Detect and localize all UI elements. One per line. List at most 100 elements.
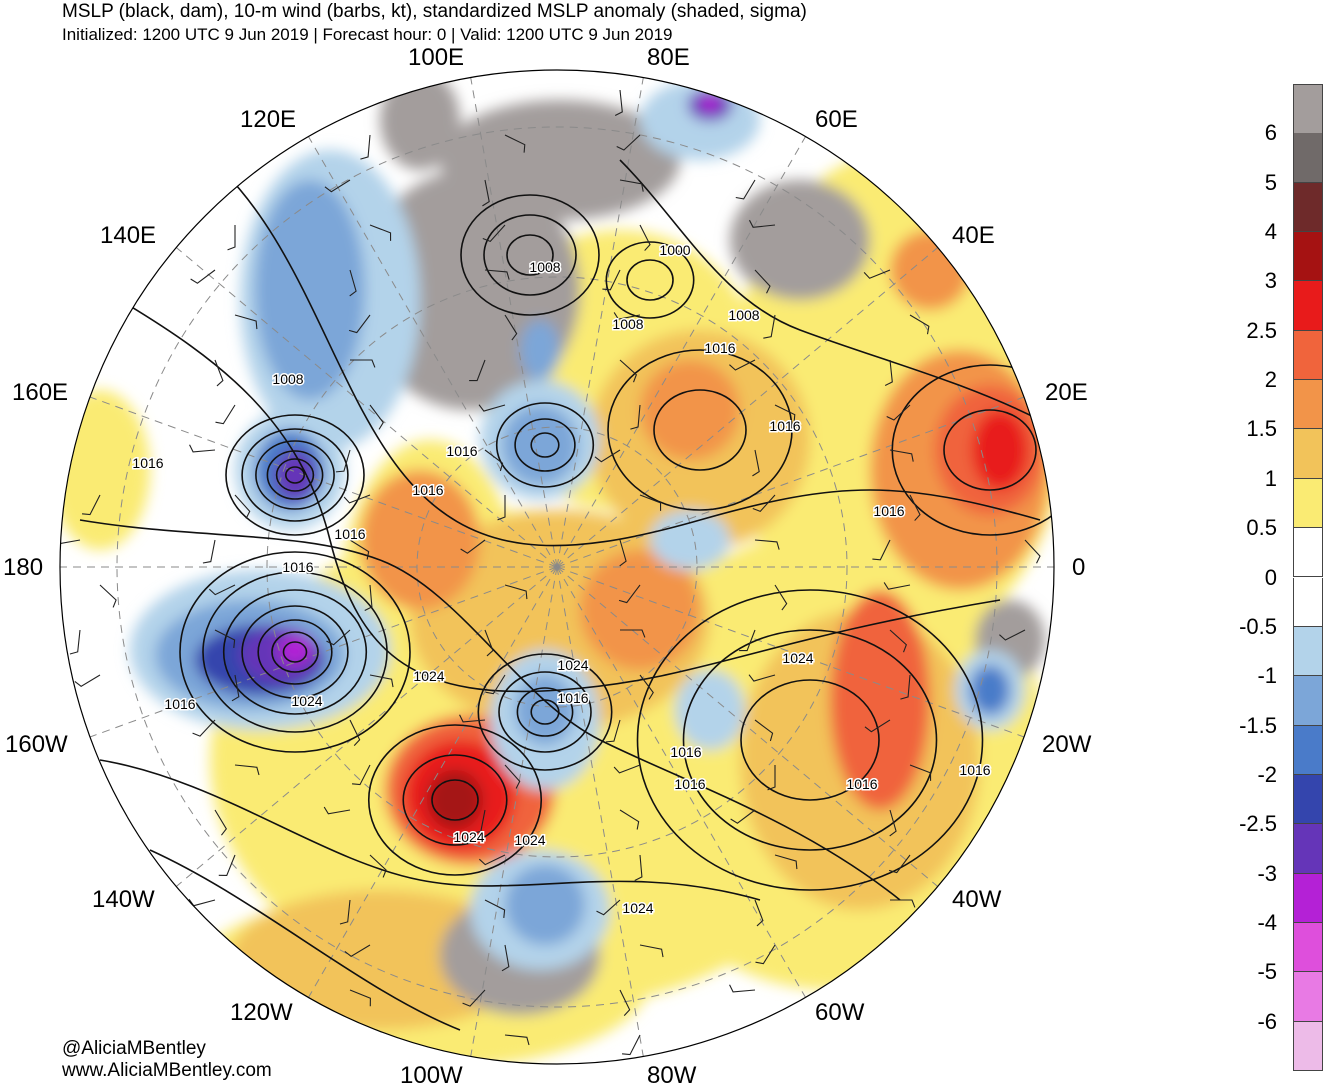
wind-barb (619, 989, 631, 1017)
colorbar-label: -1 (1257, 663, 1277, 689)
isobar (179, 551, 411, 753)
isobar (257, 619, 333, 685)
wind-barb (504, 764, 521, 789)
isobar-label: 1024 (413, 668, 444, 684)
wind-barb (324, 179, 351, 193)
wind-barb (748, 674, 776, 682)
colorbar-label: 3 (1264, 268, 1277, 294)
colorbar-label: -4 (1257, 909, 1277, 935)
anomaly-region (580, 550, 700, 670)
longitude-label: 160E (12, 379, 69, 406)
isobar-label: 1016 (164, 696, 195, 712)
wind-barb (192, 719, 216, 737)
longitude-label: 80E (647, 44, 690, 71)
colorbar-label: -2 (1257, 761, 1277, 787)
wind-barb (234, 494, 251, 519)
longitude-label: 60E (815, 106, 858, 133)
wind-barb (729, 359, 756, 371)
colorbar-label: 2 (1264, 367, 1277, 393)
wind-barb (349, 989, 371, 1007)
colorbar-swatch (1293, 824, 1323, 874)
isobar-label: 1024 (291, 693, 322, 709)
wind-barb (459, 714, 486, 723)
wind-barb (326, 629, 351, 646)
wind-barb (469, 359, 486, 382)
isobar (483, 214, 577, 296)
colorbar-swatch (1293, 577, 1323, 627)
wind-barb (350, 359, 376, 368)
anomaly-region (255, 180, 365, 400)
isobar (495, 402, 595, 488)
wind-barb (214, 629, 236, 649)
anomaly-region (970, 665, 1010, 715)
isobar-label: 1016 (674, 776, 705, 792)
colorbar-swatch (1293, 972, 1323, 1022)
colorbar-swatch (1293, 182, 1323, 233)
wind-barb (349, 719, 361, 747)
colorbar-label: -3 (1257, 860, 1277, 886)
longitude-label: 40E (952, 222, 995, 249)
wind-barb (504, 314, 518, 341)
longitude-label: 160W (5, 731, 68, 758)
colorbar-label: -0.5 (1239, 613, 1277, 639)
isobar-label: 1016 (704, 340, 735, 356)
wind-barb (735, 179, 756, 200)
colorbar-swatch (1293, 429, 1323, 479)
anomaly-region (520, 320, 560, 380)
wind-barb (462, 989, 486, 1007)
colorbar-label: -2.5 (1239, 811, 1277, 837)
isobar (275, 458, 315, 492)
wind-barb (484, 899, 506, 919)
wind-barb (497, 495, 506, 521)
isobar-label: 1016 (873, 503, 904, 519)
isobar (682, 629, 938, 851)
wind-barb (364, 584, 373, 611)
wind-barb (484, 269, 510, 280)
isobar-label: 1016 (282, 559, 313, 575)
wind-barb (482, 224, 506, 242)
colorbar-label: -1.5 (1239, 712, 1277, 738)
wind-barb (323, 806, 351, 815)
isobar (460, 194, 600, 316)
isobar (619, 159, 1041, 421)
wind-barb (485, 674, 506, 695)
isobar-label: 1016 (557, 690, 588, 706)
wind-barb (739, 629, 756, 652)
colorbar-label: 6 (1264, 120, 1277, 146)
wind-barb (639, 674, 654, 700)
wind-barb (767, 765, 776, 791)
isobar (241, 428, 349, 522)
wind-barb (618, 584, 641, 604)
colorbar-swatch (1293, 725, 1323, 775)
wind-barb (218, 854, 236, 876)
credit-website: www.AliciaMBentley.com (62, 1060, 272, 1081)
colorbar-swatch (1293, 133, 1323, 183)
anomaly-region (650, 510, 730, 570)
wind-barb (754, 269, 771, 294)
colorbar-swatch (1293, 478, 1323, 529)
colorbar-label: -6 (1257, 1008, 1277, 1034)
longitude-label: 20E (1045, 379, 1088, 406)
colorbar-label: 5 (1264, 169, 1277, 195)
colorbar-swatch (1293, 922, 1323, 973)
longitude-label: 20W (1042, 731, 1092, 758)
isobar-label: 1016 (670, 744, 701, 760)
wind-barb (889, 449, 914, 462)
isobar (506, 234, 554, 276)
wind-barb (754, 719, 774, 742)
longitude-label: 80W (647, 1062, 697, 1089)
wind-barb (619, 359, 637, 383)
isobar (282, 641, 308, 663)
wind-barb (886, 404, 911, 421)
isobar (740, 679, 880, 801)
anomaly-region (275, 450, 315, 500)
colorbar-label: 0 (1264, 564, 1277, 590)
wind-barb (504, 1034, 530, 1046)
wind-barb (472, 809, 486, 834)
isobar-label: 1016 (959, 762, 990, 778)
wind-barb (774, 584, 788, 611)
wind-barb (900, 674, 911, 700)
wind-barb (339, 899, 351, 925)
wind-barb (774, 854, 798, 870)
colorbar-swatch (1293, 84, 1323, 135)
